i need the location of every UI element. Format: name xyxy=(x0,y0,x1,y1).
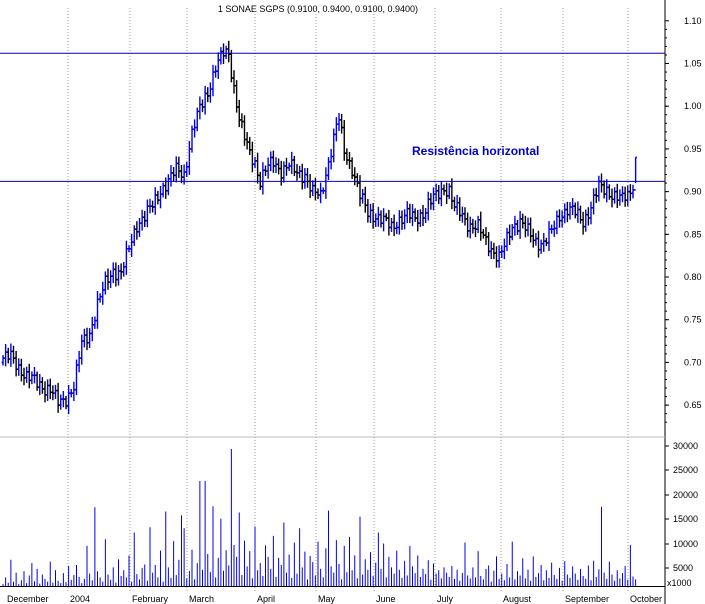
volume-tick-label: 10000 xyxy=(673,539,698,549)
resistance-annotation: Resistência horizontal xyxy=(412,144,539,158)
price-tick-label: 1.10 xyxy=(684,16,702,26)
price-tick-label: 0.70 xyxy=(684,357,702,367)
chart-title: 1 SONAE SGPS (0.9100, 0.9400, 0.9100, 0.… xyxy=(218,4,418,14)
month-label: March xyxy=(189,594,214,604)
price-tick-label: 0.65 xyxy=(684,400,702,410)
price-tick-label: 0.80 xyxy=(684,272,702,282)
volume-axis-ticks: 30000 25000 20000 15000 10000 5000 xyxy=(665,441,698,573)
month-axis-labels: December 2004 February March April May June Jul… xyxy=(7,594,662,604)
price-tick-label: 0.90 xyxy=(684,187,702,197)
month-label: April xyxy=(257,594,275,604)
month-label: February xyxy=(132,594,169,604)
month-label: September xyxy=(565,594,609,604)
resistance-lines xyxy=(0,52,665,182)
volume-tick-label: 25000 xyxy=(673,465,698,475)
month-label: June xyxy=(376,594,396,604)
month-label: May xyxy=(318,594,336,604)
price-tick-label: 0.85 xyxy=(684,229,702,239)
month-label: 2004 xyxy=(70,594,90,604)
volume-tick-label: 20000 xyxy=(673,490,698,500)
price-axis-ticks: 1.10 1.05 1.00 0.95 0.90 0.85 0.80 0.75 0.70 0.65 xyxy=(665,16,702,423)
month-label: July xyxy=(437,594,454,604)
volume-bars xyxy=(2,448,637,586)
volume-unit-label: x1000 xyxy=(667,578,692,588)
volume-tick-label: 5000 xyxy=(673,563,693,573)
axes xyxy=(0,0,666,604)
month-label: August xyxy=(503,594,532,604)
price-tick-label: 1.00 xyxy=(684,101,702,111)
price-tick-label: 0.75 xyxy=(684,315,702,325)
month-label: December xyxy=(7,594,49,604)
month-label: October xyxy=(630,594,662,604)
price-bars xyxy=(1,40,638,415)
volume-tick-label: 30000 xyxy=(673,441,698,451)
price-tick-label: 1.05 xyxy=(684,59,702,69)
month-gridlines xyxy=(67,8,629,592)
volume-tick-label: 15000 xyxy=(673,514,698,524)
price-tick-label: 0.95 xyxy=(684,144,702,154)
